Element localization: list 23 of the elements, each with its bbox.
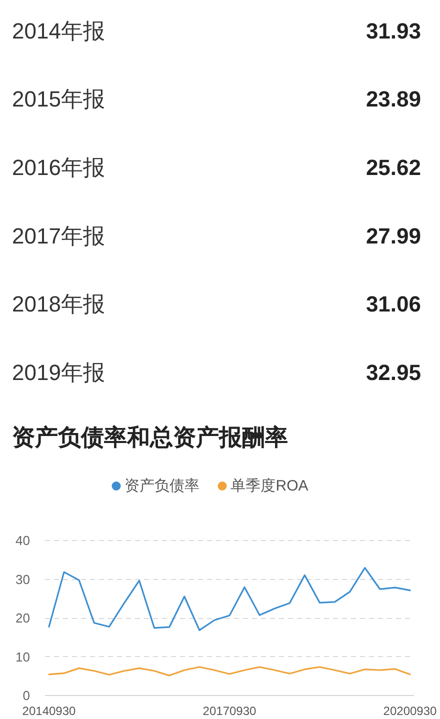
note: 27.99: [366, 223, 421, 248]
note: 2018年报: [12, 292, 105, 317]
y-tick-label: 20: [16, 610, 30, 626]
note: 2014年报: [12, 18, 105, 44]
x-tick-label: 20140930: [22, 704, 76, 718]
y-tick-label: 30: [16, 572, 30, 587]
legend-label: 单季度ROA: [230, 478, 308, 494]
y-tick-label: 40: [16, 533, 30, 548]
title: 资产负债率和总资产报酬率: [12, 424, 288, 450]
x-tick-label: 20170930: [202, 704, 256, 718]
note: 2016年报: [12, 154, 105, 180]
note: 25.62: [366, 154, 421, 180]
note: 23.89: [366, 86, 421, 112]
note: 31.06: [366, 292, 421, 317]
note: 2017年报: [12, 223, 105, 248]
note: 31.93: [366, 18, 421, 44]
y-tick-label: 10: [16, 649, 30, 664]
note: 32.95: [366, 360, 421, 385]
y-tick-label: 0: [22, 688, 30, 704]
note: 2019年报: [12, 360, 105, 385]
note: 2015年报: [12, 86, 105, 112]
x-tick-label: 20200930: [383, 704, 437, 718]
legend-label: 资产负债率: [124, 478, 200, 494]
